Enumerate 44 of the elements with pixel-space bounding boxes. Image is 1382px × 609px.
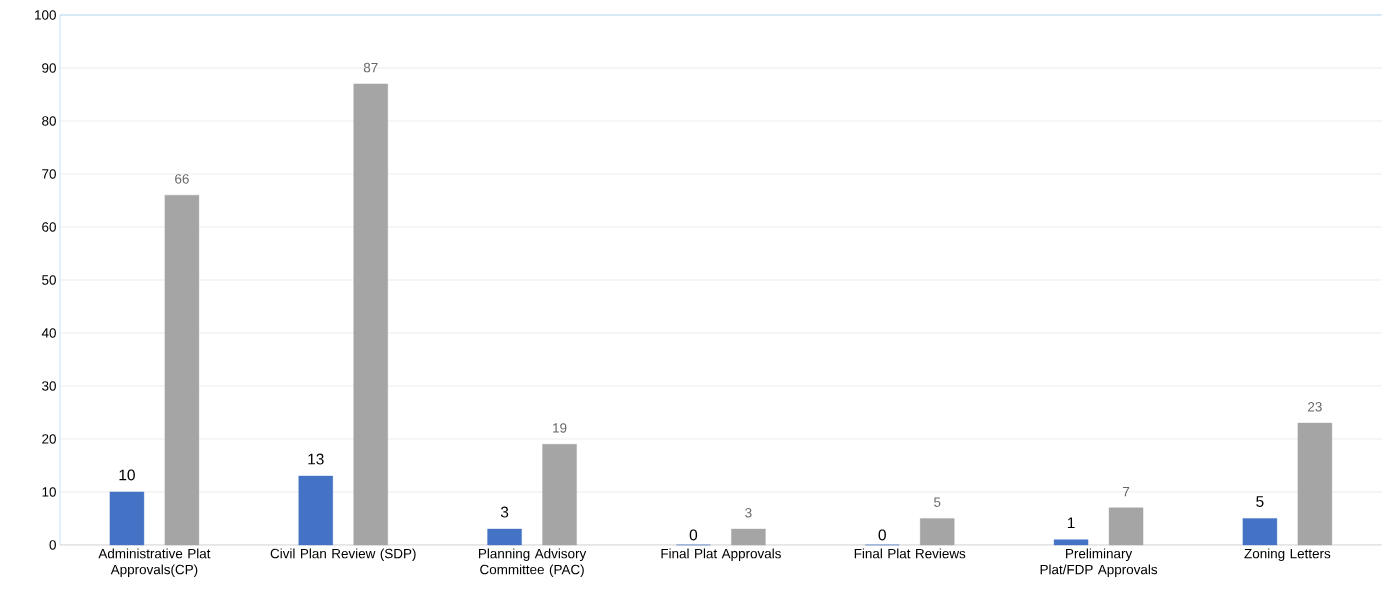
data-label: 87 bbox=[363, 62, 378, 73]
bar bbox=[1297, 422, 1333, 546]
bar bbox=[1242, 518, 1278, 546]
y-tick-label: 50 bbox=[42, 275, 56, 285]
bar bbox=[920, 518, 955, 546]
x-tick-label: Preliminary Plat/FDP Approvals bbox=[1040, 548, 1158, 577]
data-label: 7 bbox=[1123, 487, 1130, 497]
x-tick-label: Administrative Plat Approvals(CP) bbox=[98, 548, 211, 577]
x-tick-label: Planning Advisory Committee (PAC) bbox=[478, 548, 587, 577]
data-label: 23 bbox=[1308, 402, 1322, 412]
bar bbox=[731, 528, 766, 546]
bar bbox=[1108, 507, 1144, 546]
data-label: 10 bbox=[119, 469, 135, 481]
x-tick-label: Final Plat Reviews bbox=[854, 548, 966, 559]
y-tick-label: 80 bbox=[42, 116, 56, 126]
x-tick-label: Zoning Letters bbox=[1244, 548, 1331, 562]
data-label: 5 bbox=[1256, 496, 1264, 507]
bar bbox=[487, 528, 522, 546]
data-label: 19 bbox=[553, 423, 567, 433]
x-tick-label: Final Plat Approvals bbox=[661, 548, 781, 562]
x-tick-label: Civil Plan Review (SDP) bbox=[270, 548, 416, 562]
y-tick-label: 40 bbox=[41, 328, 56, 338]
data-label: 66 bbox=[175, 174, 189, 184]
y-tick-label: 0 bbox=[49, 540, 56, 550]
y-tick-label: 10 bbox=[42, 487, 56, 497]
y-tick-label: 30 bbox=[42, 381, 56, 391]
data-label: 5 bbox=[934, 497, 941, 507]
y-tick-label: 90 bbox=[42, 63, 56, 73]
bar bbox=[1053, 539, 1089, 546]
bar bbox=[298, 475, 333, 546]
y-tick-label: 20 bbox=[42, 434, 56, 444]
data-label: 0 bbox=[878, 529, 886, 541]
bar bbox=[353, 83, 388, 546]
bar bbox=[109, 491, 145, 546]
data-label: 0 bbox=[689, 529, 698, 541]
data-label: 13 bbox=[308, 453, 324, 465]
data-label: 3 bbox=[500, 506, 509, 518]
y-tick-label: 100 bbox=[35, 10, 56, 20]
data-label: 1 bbox=[1067, 517, 1075, 529]
y-tick-label: 60 bbox=[42, 222, 56, 232]
bar bbox=[164, 195, 200, 546]
y-tick-label: 70 bbox=[42, 169, 56, 179]
data-label: 3 bbox=[745, 508, 752, 518]
bar bbox=[542, 444, 577, 546]
